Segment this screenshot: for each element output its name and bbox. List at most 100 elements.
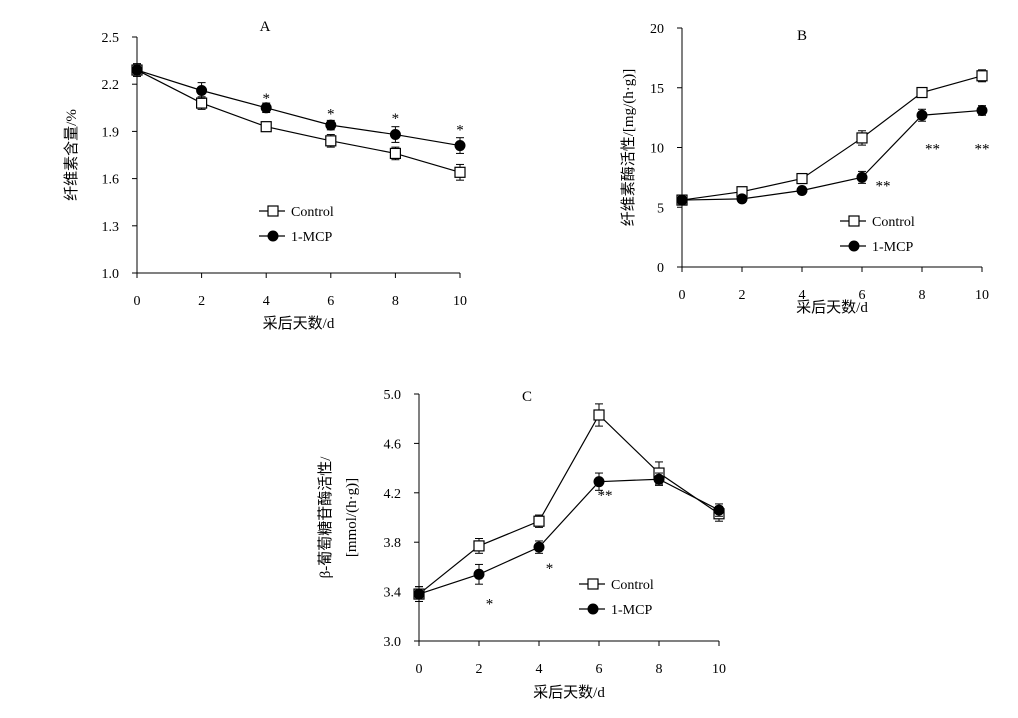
legend-label: 1-MCP — [872, 240, 913, 255]
data-point — [533, 541, 545, 553]
data-point — [593, 409, 605, 421]
y-tick-label: 3.0 — [384, 635, 402, 650]
legend-label: Control — [291, 205, 334, 220]
x-tick-label: 0 — [679, 288, 686, 303]
legend-marker — [848, 240, 860, 252]
panel-c: 3.0 3.4 3.8 4.2 4.6 5.0 0 2 4 6 8 10 C 采后天数/d β-葡萄糖苷酶活… — [317, 388, 726, 701]
x-tick-label: 4 — [263, 294, 270, 309]
data-point — [473, 540, 485, 552]
significance-mark: * — [262, 91, 270, 107]
data-point — [413, 588, 425, 600]
series-line-control — [136, 69, 461, 173]
x-tick-label: 6 — [327, 294, 334, 309]
significance-mark: ** — [975, 142, 990, 158]
x-tick-label: 0 — [416, 662, 423, 677]
y-tick-label: 5.0 — [384, 388, 402, 403]
x-tick-label: 6 — [859, 288, 866, 303]
x-tick-label: 4 — [799, 288, 806, 303]
significance-mark: * — [392, 111, 400, 127]
y-tick-label: 20 — [650, 22, 664, 37]
panel-title: C — [522, 389, 532, 405]
data-point — [196, 84, 208, 96]
panel-title: B — [797, 28, 807, 44]
x-tick-label: 10 — [453, 294, 467, 309]
x-tick-label: 0 — [134, 294, 141, 309]
x-tick-label: 8 — [919, 288, 926, 303]
y-tick-label: 1.0 — [102, 267, 120, 282]
data-point — [593, 476, 605, 488]
y-tick-label: 2.5 — [102, 31, 120, 46]
panel-a: 1.0 1.3 1.6 1.9 2.2 2.5 0 2 4 6 8 10 A 采后天数/d 纤维素含量/% C… — [63, 19, 467, 332]
y-tick-label: 2.2 — [102, 78, 120, 93]
x-axis-label: 采后天数/d — [263, 315, 335, 332]
y-tick-label: 1.6 — [102, 173, 120, 188]
legend-label: 1-MCP — [611, 603, 652, 618]
data-point — [916, 109, 928, 121]
data-point — [676, 194, 688, 206]
data-point — [653, 473, 665, 485]
legend-marker — [848, 215, 860, 227]
x-tick-label: 6 — [596, 662, 603, 677]
data-point — [713, 504, 725, 516]
x-tick-label: 10 — [712, 662, 726, 677]
panel-b: 0 5 10 15 20 0 2 4 6 8 10 B 采后天数/d 纤维素酶活性/[mg/(h·g)] C… — [620, 22, 990, 316]
data-point — [473, 568, 485, 580]
data-point — [976, 70, 988, 82]
legend-label: Control — [611, 578, 654, 593]
data-point — [389, 147, 401, 160]
y-axis-label: β-葡萄糖苷酶活性/ — [317, 456, 334, 579]
x-tick-label: 2 — [198, 294, 205, 309]
y-tick-label: 3.8 — [384, 536, 402, 551]
x-axis-label: 采后天数/d — [796, 299, 868, 316]
y-tick-label: 4.2 — [384, 487, 402, 502]
significance-mark: * — [486, 597, 494, 613]
y-tick-label: 5 — [657, 201, 664, 216]
significance-mark: ** — [598, 488, 613, 504]
significance-mark: ** — [925, 142, 940, 158]
series-line-1mcp — [136, 69, 461, 147]
x-tick-label: 8 — [656, 662, 663, 677]
y-tick-label: 3.4 — [384, 586, 402, 601]
data-point — [976, 104, 988, 116]
data-point — [260, 102, 272, 114]
x-tick-label: 8 — [392, 294, 399, 309]
data-point — [325, 135, 337, 147]
x-tick-label: 10 — [975, 288, 989, 303]
series-line-1mcp — [681, 109, 983, 201]
y-axis-label: 纤维素酶活性/[mg/(h·g)] — [620, 69, 637, 226]
data-point — [736, 193, 748, 205]
x-axis-label: 采后天数/d — [533, 684, 605, 701]
legend-marker — [267, 205, 279, 217]
legend-label: 1-MCP — [291, 230, 332, 245]
y-tick-label: 1.9 — [102, 125, 120, 140]
y-axis-label-line2: [mmol/(h·g)] — [344, 478, 360, 557]
data-point — [796, 172, 808, 185]
x-tick-label: 4 — [536, 662, 543, 677]
y-tick-label: 4.6 — [384, 437, 402, 452]
data-point — [389, 129, 401, 141]
legend-marker — [587, 603, 599, 615]
data-point — [131, 64, 143, 76]
y-tick-label: 15 — [650, 82, 664, 97]
series-line-control — [418, 414, 720, 595]
significance-mark: * — [456, 122, 464, 138]
data-point — [856, 171, 868, 183]
data-point — [454, 140, 466, 152]
data-point — [260, 121, 272, 133]
series-line-1mcp — [418, 478, 720, 595]
data-point — [325, 119, 337, 131]
y-tick-label: 10 — [650, 142, 664, 157]
panel-title: A — [260, 19, 271, 35]
legend-label: Control — [872, 215, 915, 230]
data-point — [196, 97, 208, 109]
data-point — [454, 166, 466, 178]
y-axis-label: 纤维素含量/% — [63, 109, 80, 201]
significance-mark: * — [546, 561, 554, 577]
y-tick-label: 1.3 — [102, 220, 120, 235]
legend-marker — [267, 230, 279, 242]
data-point — [856, 132, 868, 144]
x-tick-label: 2 — [476, 662, 483, 677]
significance-mark: * — [327, 107, 335, 123]
significance-mark: ** — [876, 179, 891, 195]
